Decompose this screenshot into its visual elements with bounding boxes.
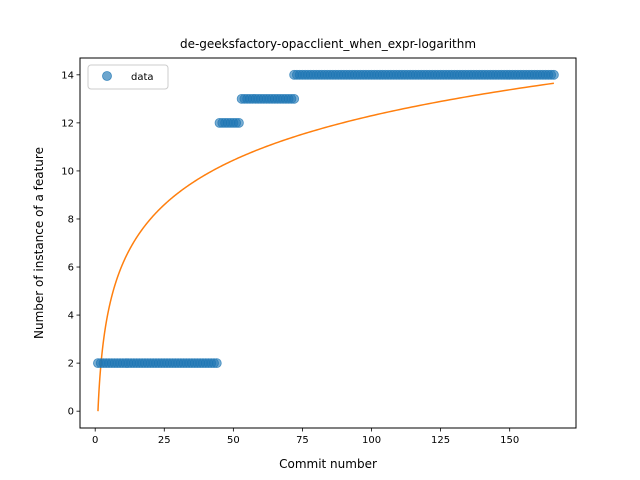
x-tick-label: 50: [227, 435, 240, 446]
x-tick-label: 125: [431, 435, 450, 446]
x-tick-label: 100: [362, 435, 381, 446]
y-tick-label: 12: [61, 118, 74, 129]
data-point: [211, 358, 222, 369]
plot-background: [80, 58, 576, 428]
y-axis-label: Number of instance of a feature: [32, 147, 46, 339]
x-tick-label: 0: [92, 435, 98, 446]
x-tick-label: 25: [158, 435, 171, 446]
y-tick-label: 8: [68, 214, 74, 225]
x-axis: 0 25 50 75 100 125 150: [92, 428, 519, 446]
legend: data: [87, 64, 169, 90]
legend-marker-data: [102, 71, 112, 81]
y-axis: 0 2 4 6 8 10 12 14: [61, 70, 80, 418]
plot-frame: [79, 57, 577, 429]
legend-box: [87, 64, 169, 90]
x-tick-label: 150: [500, 435, 519, 446]
fit-line: [97, 82, 554, 412]
data-point: [548, 69, 559, 80]
y-tick-label: 4: [68, 311, 74, 322]
series-layer: [93, 69, 559, 412]
y-tick-label: 2: [68, 359, 74, 370]
y-tick-label: 10: [61, 166, 74, 177]
y-tick-label: 6: [68, 263, 74, 274]
data-point: [233, 117, 244, 128]
chart-title: de-geeksfactory-opacclient_when_expr-log…: [180, 37, 476, 51]
data-point: [289, 93, 300, 104]
legend-label-data: data: [131, 72, 154, 83]
y-tick-label: 14: [61, 70, 74, 81]
x-axis-label: Commit number: [279, 457, 377, 471]
y-tick-label: 0: [68, 407, 74, 418]
x-tick-label: 75: [296, 435, 309, 446]
plot-area: [79, 57, 577, 429]
